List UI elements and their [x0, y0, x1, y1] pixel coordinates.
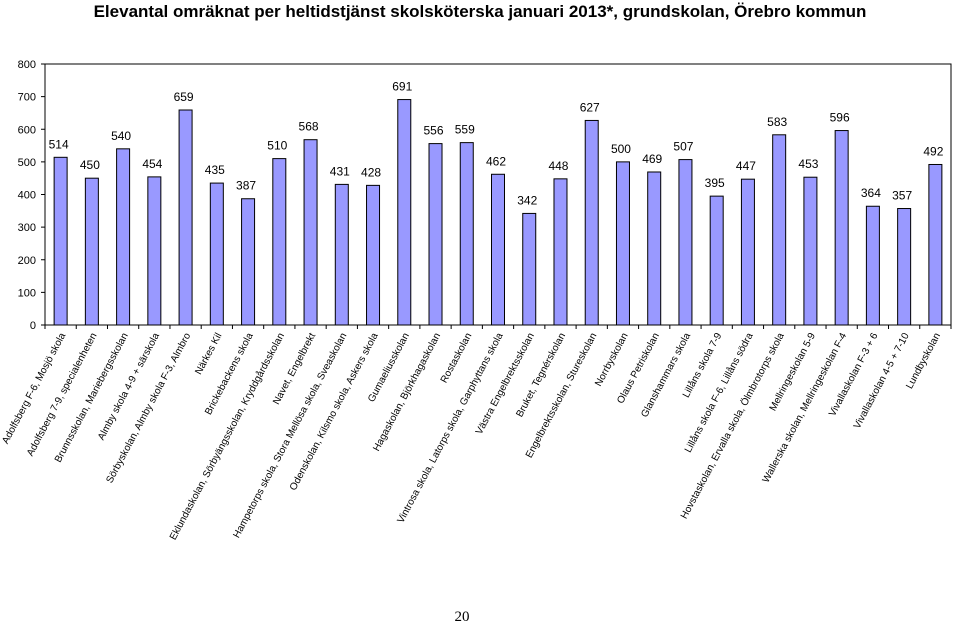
bar	[116, 148, 131, 326]
bar	[678, 159, 693, 326]
data-label: 342	[517, 193, 537, 207]
data-label: 492	[923, 144, 943, 158]
y-tick-label: 400	[18, 190, 36, 202]
data-label: 659	[174, 90, 194, 104]
bar	[740, 178, 755, 326]
y-tick-label: 500	[18, 157, 36, 169]
data-label: 510	[267, 139, 287, 153]
bar	[491, 173, 505, 326]
bar	[334, 183, 349, 326]
bar	[303, 139, 318, 326]
bar	[647, 171, 662, 326]
bar	[209, 182, 224, 326]
y-tick-label: 700	[18, 92, 36, 104]
bar	[709, 195, 724, 326]
data-label: 357	[892, 189, 912, 203]
x-tick-label: Västra Engelbrektsskolan	[474, 331, 537, 436]
bar	[241, 198, 256, 326]
data-label: 431	[330, 164, 350, 178]
data-label: 450	[80, 158, 100, 172]
value-labels: 514 450 540 454 659 435 387 510 568 431 428 691 556 5…	[49, 80, 944, 208]
data-label: 387	[236, 179, 256, 193]
bar	[178, 109, 193, 326]
data-label: 583	[767, 115, 787, 129]
data-label: 627	[580, 100, 600, 114]
bar	[615, 161, 630, 326]
bar	[772, 134, 787, 326]
bar	[522, 212, 537, 326]
bar	[366, 184, 381, 326]
data-label: 514	[49, 137, 69, 151]
bars	[53, 99, 943, 326]
y-tick-label: 800	[18, 59, 36, 71]
y-tick-label: 600	[18, 124, 36, 136]
y-tick-label: 200	[18, 255, 36, 267]
x-tick-label: Eklundaskolan, Sörbyängsskolan, Kryddgår…	[167, 331, 287, 542]
bar	[397, 99, 412, 326]
data-label: 507	[673, 140, 693, 154]
x-tick-label: Närkes Kil	[193, 331, 224, 376]
bar	[553, 178, 568, 326]
x-tick-label: Norrbyskolan	[593, 331, 630, 388]
bar	[53, 156, 68, 326]
y-tick-label: 100	[18, 287, 36, 299]
bar	[272, 158, 287, 326]
bar	[803, 176, 818, 326]
data-label: 568	[299, 120, 319, 134]
bar	[834, 130, 849, 326]
data-label: 454	[142, 157, 162, 171]
chart-title: Elevantal omräknat per heltidstjänst sko…	[93, 2, 867, 21]
x-tick-label: Hampetorps skola, Stora Mellösa skola, S…	[231, 331, 349, 540]
data-label: 364	[861, 186, 881, 200]
bar	[584, 119, 599, 326]
data-label: 447	[736, 159, 756, 173]
data-label: 453	[798, 157, 818, 171]
data-label: 462	[486, 154, 506, 168]
bar	[428, 143, 443, 326]
x-tick-label: Rostaskolan	[439, 331, 475, 385]
y-axis: 0 100 200 300 400 500 600 700 800	[18, 59, 952, 332]
data-label: 556	[424, 124, 444, 138]
x-tick-label: Lundbyskolan	[904, 331, 943, 391]
data-label: 428	[361, 165, 381, 179]
data-label: 540	[111, 129, 131, 143]
x-tick-label: Vivallaskolan 4-5 + 7-10	[852, 331, 912, 431]
bar	[459, 142, 474, 326]
page-number: 20	[454, 609, 470, 625]
bar	[865, 205, 880, 326]
x-tick-label: Adolfsberg F-6, Mosjö skola	[0, 331, 68, 446]
y-tick-label: 300	[18, 222, 36, 234]
bar	[84, 177, 99, 326]
bar	[928, 163, 943, 326]
y-tick-label: 0	[30, 320, 36, 332]
bar	[147, 176, 162, 326]
x-tick-label: Almby skola 4-9 + särskola	[96, 331, 162, 442]
data-label: 500	[611, 142, 631, 156]
data-label: 596	[830, 111, 850, 125]
data-label: 691	[392, 80, 412, 94]
data-label: 448	[548, 159, 568, 173]
data-label: 559	[455, 123, 475, 137]
data-label: 469	[642, 152, 662, 166]
data-label: 435	[205, 163, 225, 177]
bar	[897, 208, 912, 326]
data-label: 395	[705, 176, 725, 190]
